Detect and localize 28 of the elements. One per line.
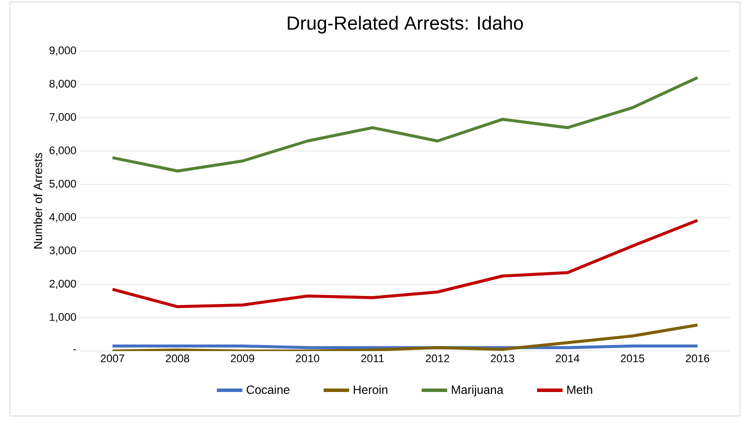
- x-tick-label: 2007: [100, 354, 124, 362]
- y-tick-label: 5,000: [49, 180, 76, 189]
- legend-label: Heroin: [354, 385, 388, 394]
- y-tick-label: 8,000: [50, 80, 76, 89]
- y-tick-label: 3,000: [49, 246, 76, 256]
- x-tick-label: 2012: [426, 354, 450, 362]
- y-tick-label: 7,000: [50, 113, 76, 122]
- x-tick-label: 2011: [361, 354, 384, 362]
- x-tick-label: 2015: [620, 354, 644, 362]
- x-tick-label: 2016: [686, 354, 710, 362]
- x-tick-label: 2009: [230, 354, 254, 362]
- y-tick-label: 2,000: [50, 280, 76, 289]
- x-tick-label: 2013: [490, 354, 514, 362]
- x-tick-label: 2008: [166, 354, 190, 362]
- y-tick-label: 4,000: [49, 213, 76, 222]
- y-axis-title: Number of Arrests: [33, 152, 42, 249]
- x-tick-label: 2014: [556, 354, 580, 362]
- legend-label: Meth: [567, 385, 592, 394]
- legend-label: Marijuana: [452, 385, 504, 396]
- legend-label: Cocaine: [246, 385, 290, 394]
- y-tick-label: 1,000: [50, 313, 76, 322]
- line-series: [111, 218, 699, 308]
- y-tick-label: 6,000: [50, 146, 76, 156]
- line-series: [111, 76, 699, 172]
- y-tick-label: -: [73, 349, 76, 350]
- chart-title: Drug-Related Arrests: Idaho: [288, 16, 523, 34]
- x-tick-label: 2010: [296, 354, 320, 362]
- y-tick-label: 9,000: [50, 46, 76, 56]
